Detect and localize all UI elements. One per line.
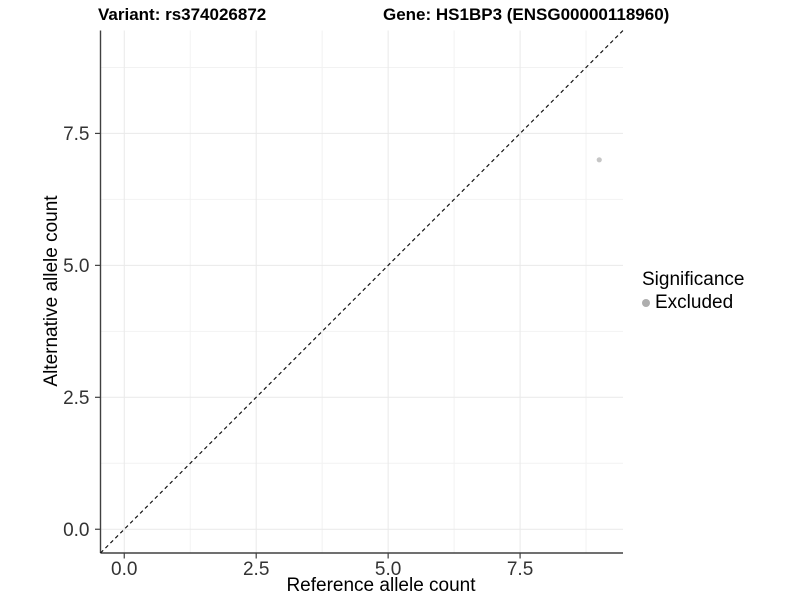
x-tick-label: 0.0 (111, 559, 137, 580)
gene-title: Gene: HS1BP3 (ENSG00000118960) (383, 5, 670, 24)
y-tick-label: 2.5 (63, 388, 89, 409)
y-tick-label: 7.5 (63, 124, 89, 145)
x-tick-label: 7.5 (507, 559, 533, 580)
y-tick-label: 0.0 (63, 520, 89, 541)
x-axis-title: Reference allele count (286, 575, 476, 596)
y-axis-title: Alternative allele count (41, 195, 62, 387)
data-point (596, 157, 602, 163)
x-tick-label: 2.5 (243, 559, 269, 580)
variant-title: Variant: rs374026872 (98, 5, 267, 24)
excluded-marker-icon (642, 299, 650, 307)
legend-item-label: Excluded (655, 292, 734, 313)
x-tick-label: 5.0 (375, 559, 401, 580)
legend-title: Significance (642, 269, 745, 290)
legend-item-excluded: Excluded (642, 293, 744, 313)
legend: Significance Excluded (642, 269, 744, 313)
identity-dashed-line (100, 30, 624, 554)
y-tick-label: 5.0 (63, 256, 89, 277)
